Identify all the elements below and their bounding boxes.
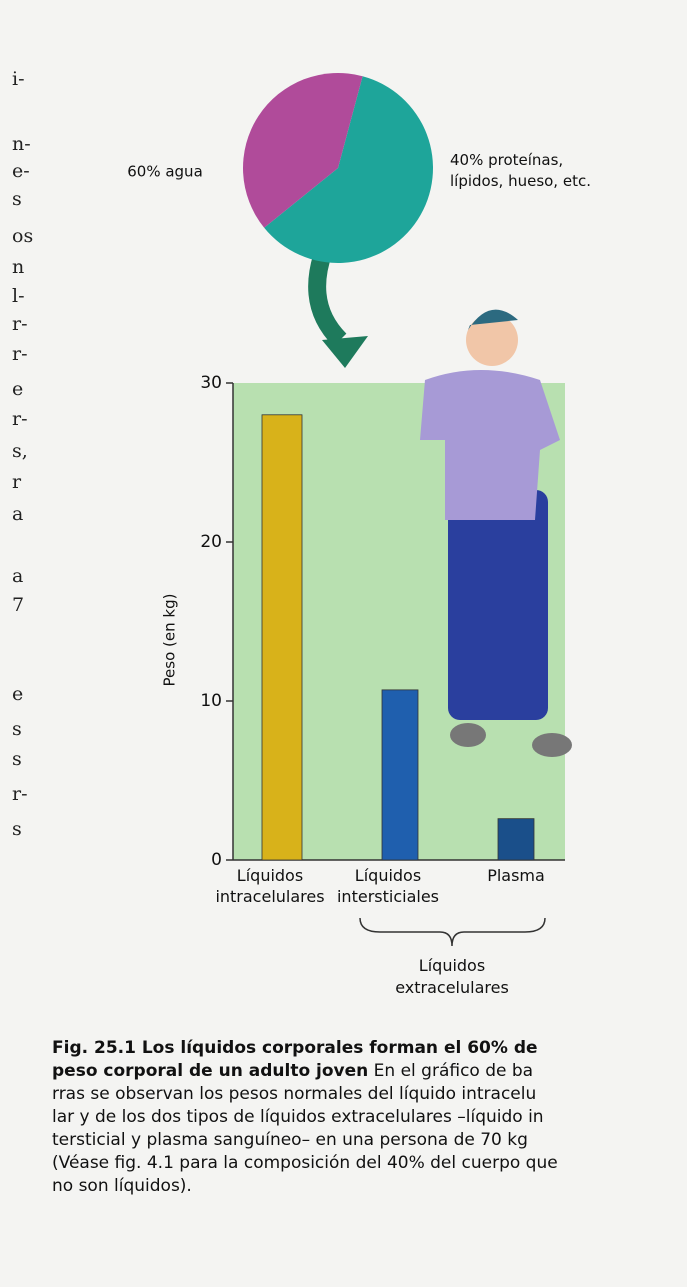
caption-text: tersticial y plasma sanguíneo– en una pe… <box>52 1130 528 1150</box>
margin-fragment: s, <box>12 440 28 462</box>
caption-bold: Fig. 25.1 Los líquidos corporales forman… <box>52 1038 538 1058</box>
caption-text: lar y de los dos tipos de líquidos extra… <box>52 1107 544 1127</box>
margin-fragment: n- <box>12 133 31 155</box>
margin-fragment: s <box>12 818 22 840</box>
bar <box>381 689 419 861</box>
margin-fragment: e <box>12 378 23 400</box>
slice-label: 60% agua <box>127 163 203 181</box>
bar <box>261 414 303 861</box>
margin-fragment: a <box>12 503 23 525</box>
margin-fragment: s <box>12 748 22 770</box>
arrow-head <box>322 336 368 368</box>
caption-bold: peso corporal de un adulto joven <box>52 1061 368 1081</box>
margin-fragment: r- <box>12 408 28 430</box>
caption-line: (Véase fig. 4.1 para la composición del … <box>52 1153 558 1173</box>
y-tick-label: 10 <box>200 691 222 711</box>
caption-line: Fig. 25.1 Los líquidos corporales forman… <box>52 1038 538 1058</box>
margin-fragment: n <box>12 256 24 278</box>
caption-line: lar y de los dos tipos de líquidos extra… <box>52 1107 544 1127</box>
shoe <box>450 723 486 747</box>
caption-text: En el gráfico de ba <box>368 1061 533 1081</box>
head <box>466 314 518 366</box>
margin-fragment: 7 <box>12 594 24 616</box>
margin-fragment: l- <box>12 285 25 307</box>
caption-text: (Véase fig. 4.1 para la composición del … <box>52 1153 558 1173</box>
margin-fragment: s <box>12 718 22 740</box>
brace <box>359 917 546 947</box>
margin-fragment: r <box>12 471 22 493</box>
y-tick-label: 30 <box>200 373 222 393</box>
caption-text: rras se observan los pesos normales del … <box>52 1084 536 1104</box>
caption-line: no son líquidos). <box>52 1176 192 1196</box>
slice-label: 40% proteínas, lípidos, hueso, etc. <box>450 151 591 190</box>
y-tick-label: 20 <box>200 532 222 552</box>
person <box>420 309 572 757</box>
margin-fragment: a <box>12 565 23 587</box>
margin-fragment: r- <box>12 313 28 335</box>
margin-fragment: s <box>12 188 22 210</box>
caption-line: rras se observan los pesos normales del … <box>52 1084 536 1104</box>
margin-fragment: e- <box>12 160 30 182</box>
y-axis-label: Peso (en kg) <box>161 594 179 687</box>
pie-slice <box>243 72 363 228</box>
margin-fragment: os <box>12 225 33 247</box>
caption-line: tersticial y plasma sanguíneo– en una pe… <box>52 1130 528 1150</box>
jeans <box>448 490 548 720</box>
bar <box>497 818 535 861</box>
pie-slice <box>264 76 434 263</box>
x-tick-label: Plasma <box>487 866 545 885</box>
margin-fragment: e <box>12 683 23 705</box>
x-tick-label: Líquidos intracelulares <box>215 866 324 906</box>
margin-fragment: r- <box>12 343 28 365</box>
shoe <box>532 733 572 757</box>
y-tick-label: 0 <box>211 850 222 870</box>
margin-fragment: i- <box>12 68 25 90</box>
margin-fragment: r- <box>12 783 28 805</box>
annotation: Líquidos extracelulares <box>395 956 509 997</box>
caption-text: no son líquidos). <box>52 1176 192 1196</box>
x-tick-label: Líquidos intersticiales <box>337 866 439 906</box>
caption-line: peso corporal de un adulto joven En el g… <box>52 1061 533 1081</box>
cap <box>468 309 518 330</box>
shirt <box>420 370 560 520</box>
